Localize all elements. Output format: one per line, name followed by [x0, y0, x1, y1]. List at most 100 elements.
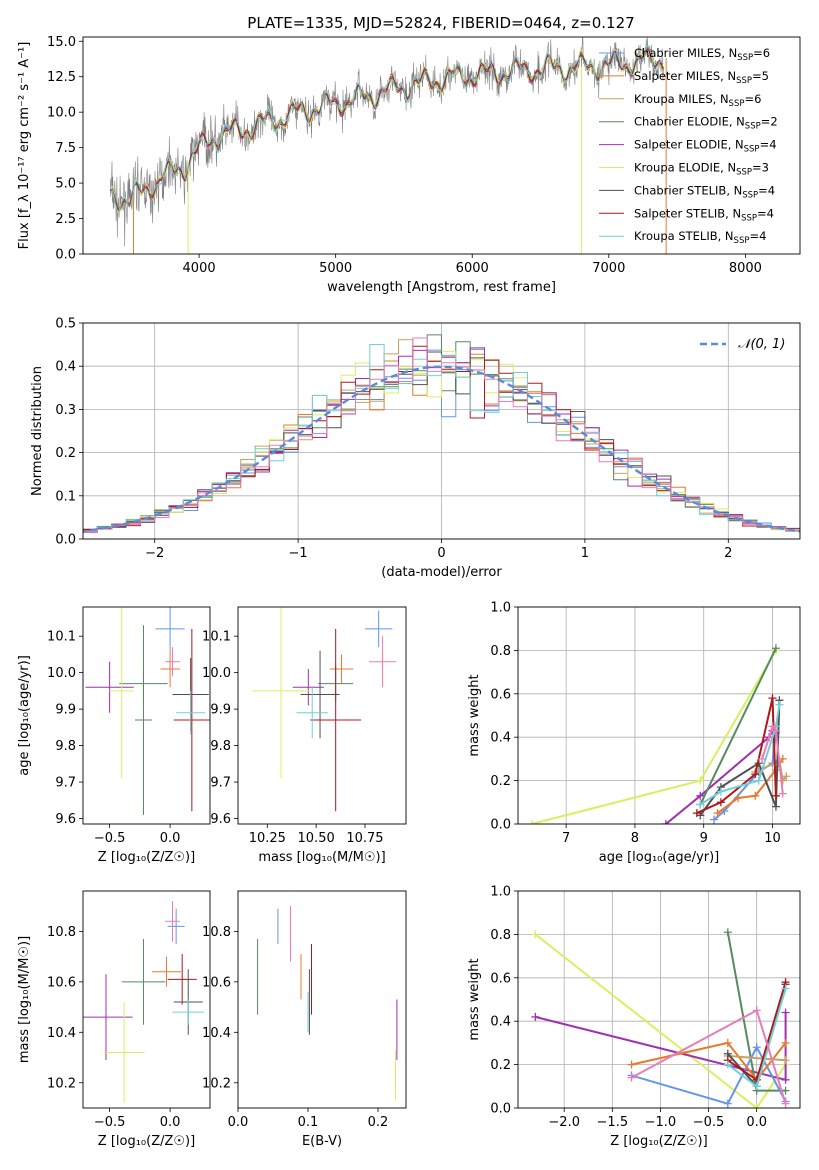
y-tick-label: 10.0 [47, 666, 76, 681]
mass-weight-marker [771, 726, 780, 735]
error-bar-point [151, 956, 181, 987]
x-tick-label: 2 [724, 546, 732, 561]
y-tick-label: 10.2 [47, 1076, 76, 1091]
error-bar-point [251, 607, 311, 779]
y-tick-label: 9.8 [210, 739, 231, 754]
y-tick-label: 0.8 [490, 928, 511, 943]
x-tick-label: 0.0 [160, 831, 181, 846]
mass-weight-marker [781, 1008, 790, 1017]
mass-weight-marker [771, 644, 780, 653]
y-tick-label: 10.4 [47, 1026, 76, 1041]
axes-frame [82, 36, 801, 255]
mass-weight-marker [778, 789, 787, 798]
y-tick-label: 0.2 [490, 1058, 511, 1073]
axes-frame [517, 890, 801, 1109]
x-tick-label: 7000 [592, 261, 625, 276]
error-bar-point [172, 999, 204, 1025]
mass-weight-marker [771, 791, 780, 800]
axes-frame [237, 606, 407, 825]
error-bar-point [368, 636, 397, 688]
error-bar-point [155, 607, 185, 651]
plot-area [83, 334, 800, 534]
y-tick-label: 9.7 [55, 776, 76, 791]
y-tick-label: 10.0 [47, 106, 76, 121]
mass-weight-marker [771, 802, 780, 811]
panel-age_vs_Z: −0.5 0.0 9.6 9.7 9.8 9.9 10.0 10.1 Z [log₁₀(Z/Z☉… [17, 606, 211, 865]
error-bar-point [135, 625, 152, 815]
panel-mass_vs_ebv: 0.0 0.1 0.2 10.2 10.4 10.6 10.8 E(B-V) [202, 890, 407, 1149]
x-tick-label: −1.0 [645, 1115, 677, 1130]
y-tick-label: 0.3 [55, 403, 76, 418]
y-tick-label: 0.5 [55, 317, 76, 332]
x-tick-label: 0.2 [368, 1115, 389, 1130]
y-axis-label: Flux [f_λ 10⁻¹⁷ erg cm⁻² s⁻¹ A⁻¹] [17, 42, 32, 250]
error-bar-point [292, 669, 324, 706]
error-bar-point [103, 1002, 145, 1103]
panel-residuals: −2 −1 0 1 2 0.0 0.1 0.2 0.3 0.4 0.5 (data-model)/er… [30, 317, 801, 580]
x-tick-label: 10.25 [249, 831, 286, 846]
mass-weight-marker [696, 791, 705, 800]
mass-weight-marker [781, 984, 790, 993]
x-tick-label: −1 [289, 546, 308, 561]
y-tick-label: 9.8 [55, 739, 76, 754]
y-tick-label: 0.4 [490, 1015, 511, 1030]
error-bar-point [121, 938, 166, 1025]
figure-title: PLATE=1335, MJD=52824, FIBERID=0464, z=0… [247, 14, 634, 32]
y-tick-label: 10.6 [202, 975, 231, 990]
y-tick-label: 0.0 [55, 248, 76, 263]
x-tick-label: 10 [764, 831, 781, 846]
error-bar-point [160, 650, 180, 688]
y-tick-label: 5.0 [55, 177, 76, 192]
legend-entry: Chabrier ELODIE, NSSP=2 [634, 115, 778, 132]
y-tick-label: 0.6 [490, 971, 511, 986]
mass-weight-marker [768, 694, 777, 703]
axes-frame [237, 890, 407, 1109]
error-bar-point [296, 687, 328, 739]
y-tick-label: 10.8 [47, 925, 76, 940]
mass-weight-line [534, 933, 787, 1108]
mass-weight-marker [781, 1038, 790, 1047]
model-spectrum-line [110, 44, 664, 212]
y-tick-label: 7.5 [55, 141, 76, 156]
y-tick-label: 0.0 [490, 818, 511, 833]
x-tick-label: 7 [562, 831, 570, 846]
y-tick-label: 0.2 [55, 446, 76, 461]
mass-weight-marker [752, 1082, 761, 1091]
observed-spectrum-line [110, 37, 664, 247]
x-axis-label: Z [log₁₀(Z/Z☉)] [610, 1134, 707, 1149]
x-tick-label: 10.50 [298, 831, 335, 846]
x-axis-label: E(B-V) [302, 1134, 342, 1149]
x-tick-label: 5000 [319, 261, 352, 276]
y-tick-label: 0.8 [490, 644, 511, 659]
error-bar-point [364, 610, 393, 648]
mass-weight-marker [723, 928, 732, 937]
error-bar-point [165, 901, 180, 942]
panel-mass_vs_Z: −0.5 0.0 10.2 10.4 10.6 10.8 Z [log₁₀(Z/Z☉)] ma… [17, 890, 211, 1149]
mass-weight-marker [716, 787, 725, 796]
error-bar-point [300, 650, 340, 739]
x-tick-label: 0.1 [298, 1115, 319, 1130]
mass-weight-marker [781, 1075, 790, 1084]
mass-weight-marker [527, 820, 536, 824]
mass-weight-marker [775, 700, 784, 709]
y-tick-label: 9.6 [55, 812, 76, 827]
y-axis-label: Normed distribution [30, 366, 45, 496]
x-axis-label: Z [log₁₀(Z/Z☉)] [98, 850, 195, 865]
y-tick-label: 9.9 [210, 703, 231, 718]
error-bar-point [109, 607, 134, 779]
x-axis-label: (data-model)/error [381, 565, 502, 580]
x-tick-label: 8000 [729, 261, 762, 276]
y-tick-label: 2.5 [55, 212, 76, 227]
legend-entry: Kroupa STELIB, NSSP=4 [634, 229, 766, 246]
plot-area [109, 37, 667, 254]
mass-weight-marker [752, 1006, 761, 1015]
x-tick-label: 10.75 [346, 831, 383, 846]
y-tick-label: 0.4 [55, 360, 76, 375]
x-tick-label: −1.5 [597, 1115, 629, 1130]
x-tick-label: −0.5 [94, 1115, 126, 1130]
error-bar-point [329, 654, 354, 684]
legend-entry: Kroupa ELODIE, NSSP=3 [634, 161, 769, 178]
mass-weight-marker [696, 800, 705, 809]
mass-weight-marker [768, 722, 777, 731]
